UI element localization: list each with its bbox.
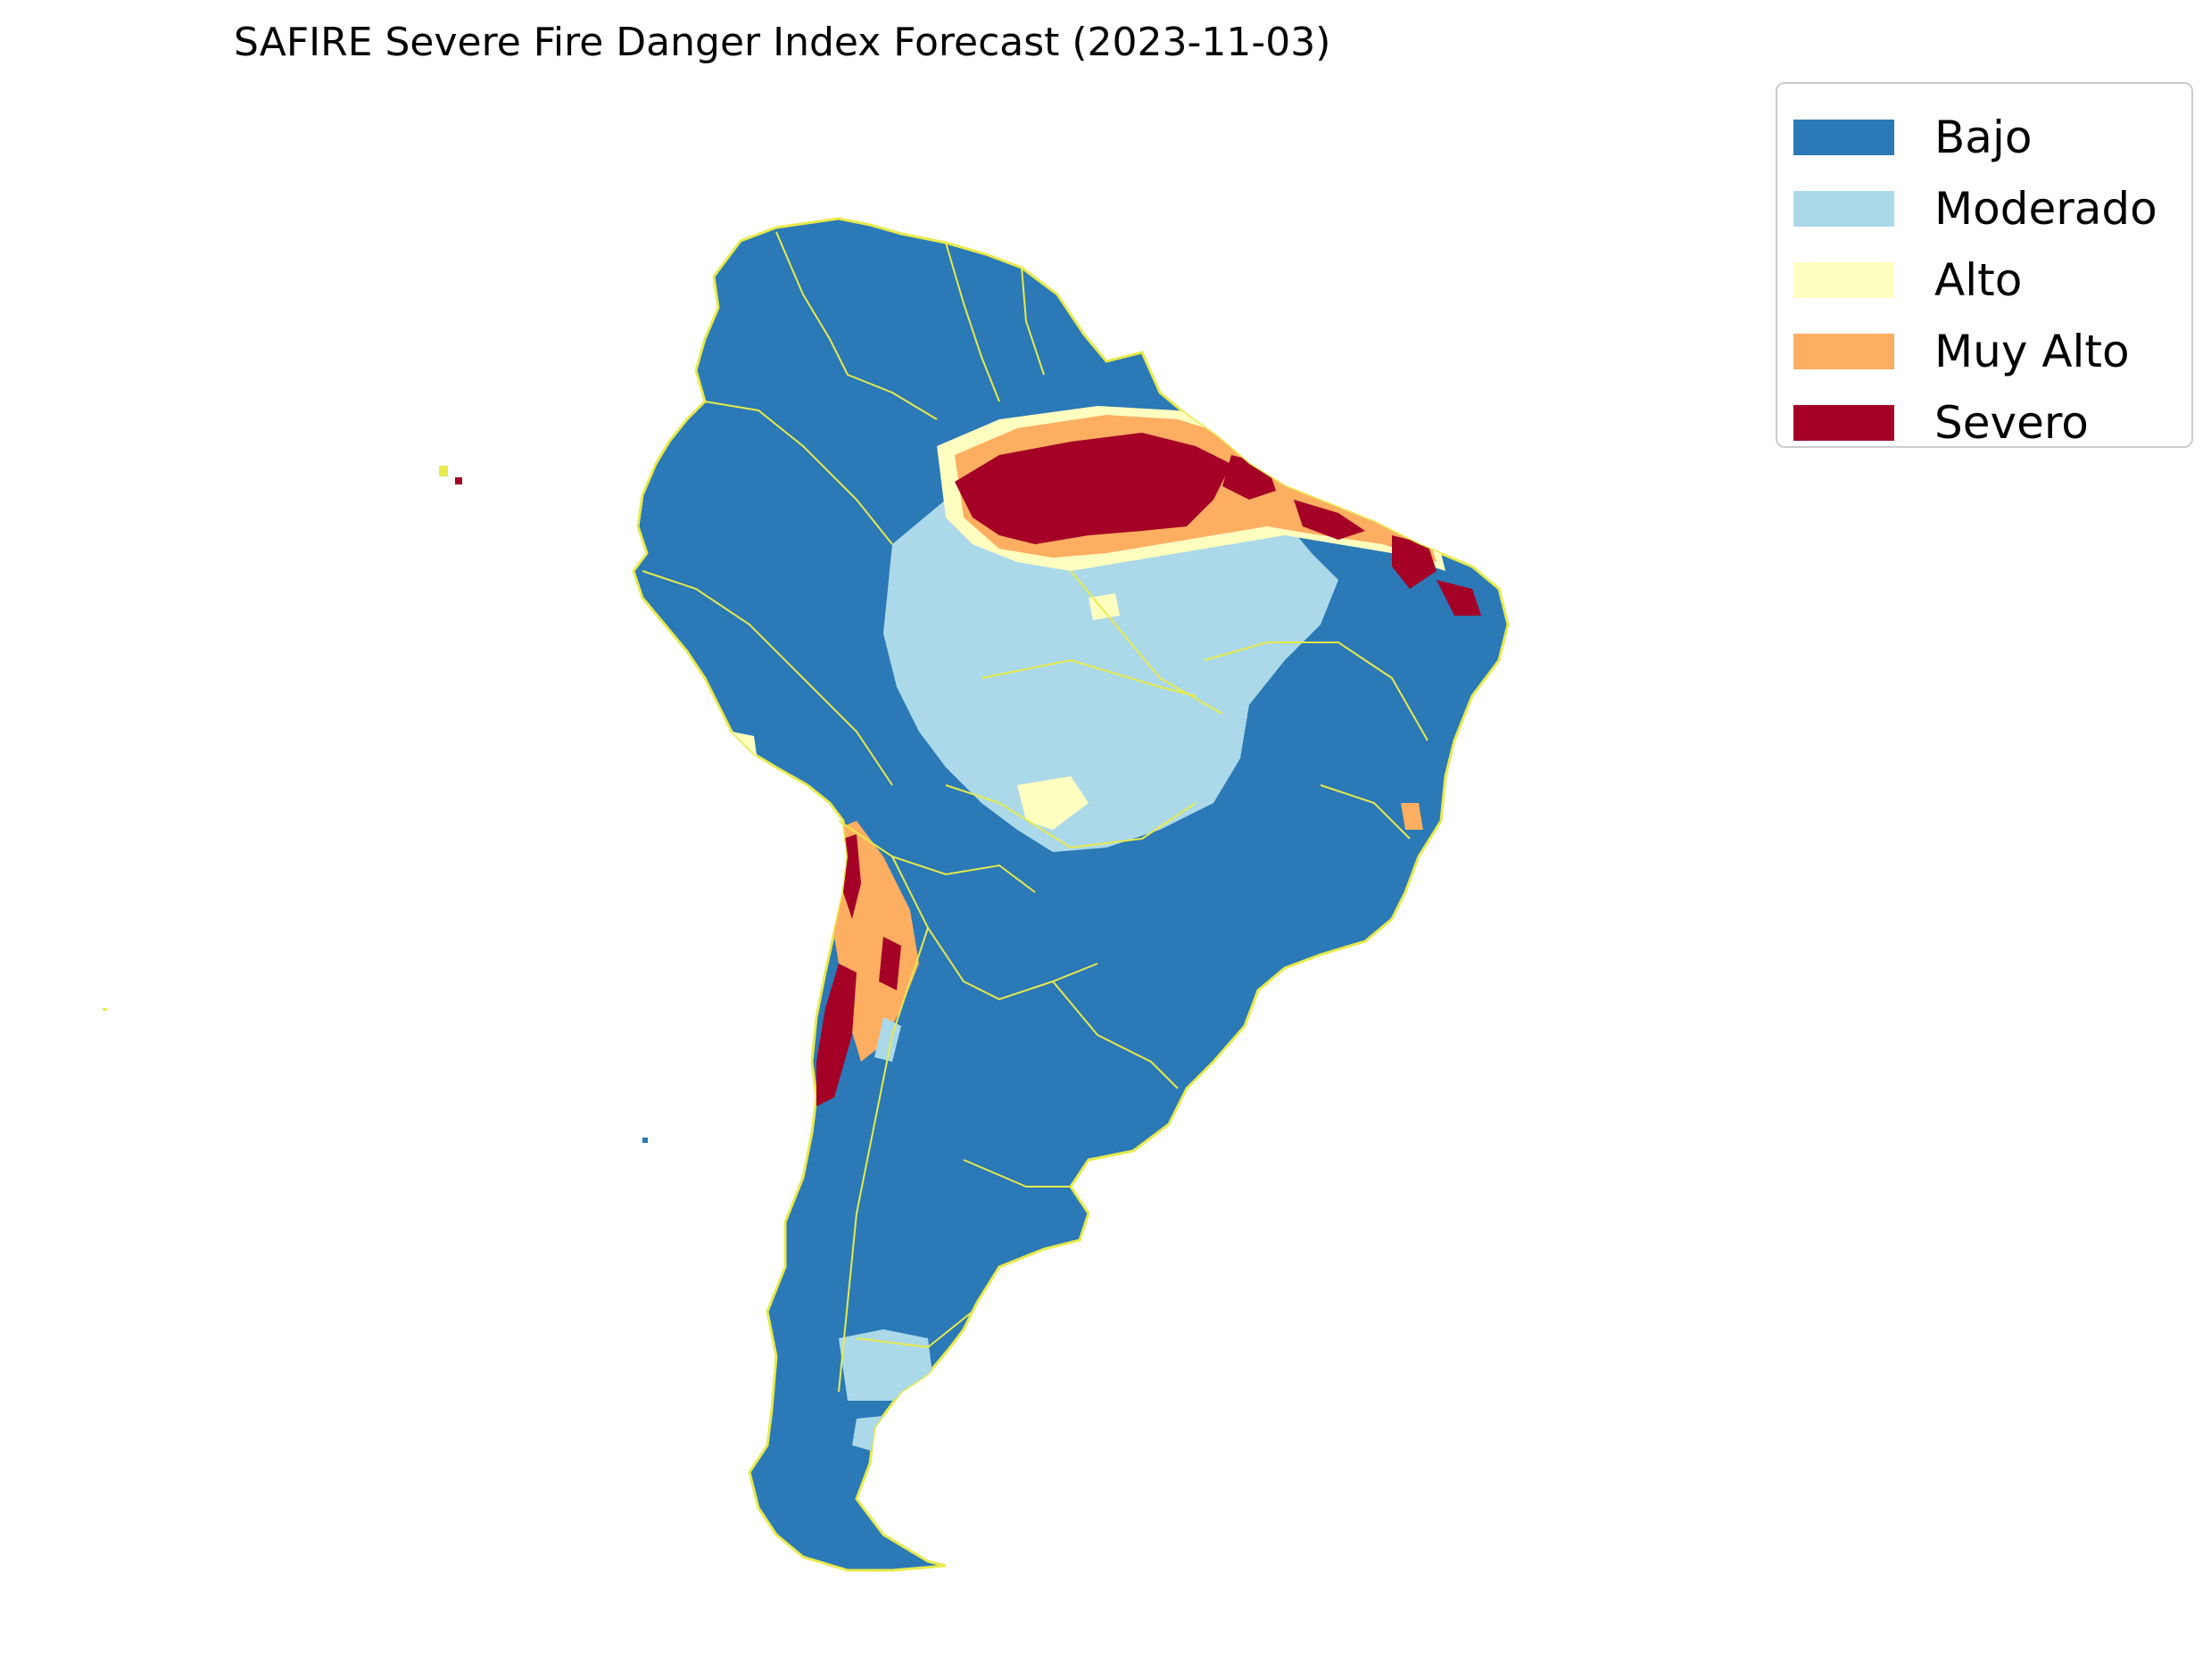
risk-zone-severo xyxy=(955,433,1231,544)
legend-swatch xyxy=(1793,191,1894,227)
risk-zone-andes-severo xyxy=(843,834,861,919)
legend-item-muy-alto: Muy Alto xyxy=(1793,316,2191,387)
legend-swatch xyxy=(1793,405,1894,441)
risk-zone-moderado-patagonia xyxy=(839,1329,932,1401)
legend-item-moderado: Moderado xyxy=(1793,173,2191,244)
legend-item-alto: Alto xyxy=(1793,244,2191,316)
country-borders xyxy=(642,231,1428,1393)
legend-label: Bajo xyxy=(1934,112,2033,163)
legend: Bajo Moderado Alto Muy Alto Severo xyxy=(1776,82,2193,449)
legend-item-severo: Severo xyxy=(1793,387,2191,459)
map-title: SAFIRE Severe Fire Danger Index Forecast… xyxy=(234,20,1331,65)
legend-label: Severo xyxy=(1934,397,2089,449)
legend-label: Moderado xyxy=(1934,183,2157,235)
legend-label: Muy Alto xyxy=(1934,326,2130,377)
legend-item-bajo: Bajo xyxy=(1793,102,2191,173)
island-markers xyxy=(103,466,648,1143)
legend-swatch xyxy=(1793,120,1894,155)
legend-label: Alto xyxy=(1934,254,2023,306)
legend-swatch xyxy=(1793,334,1894,369)
legend-swatch xyxy=(1793,262,1894,298)
